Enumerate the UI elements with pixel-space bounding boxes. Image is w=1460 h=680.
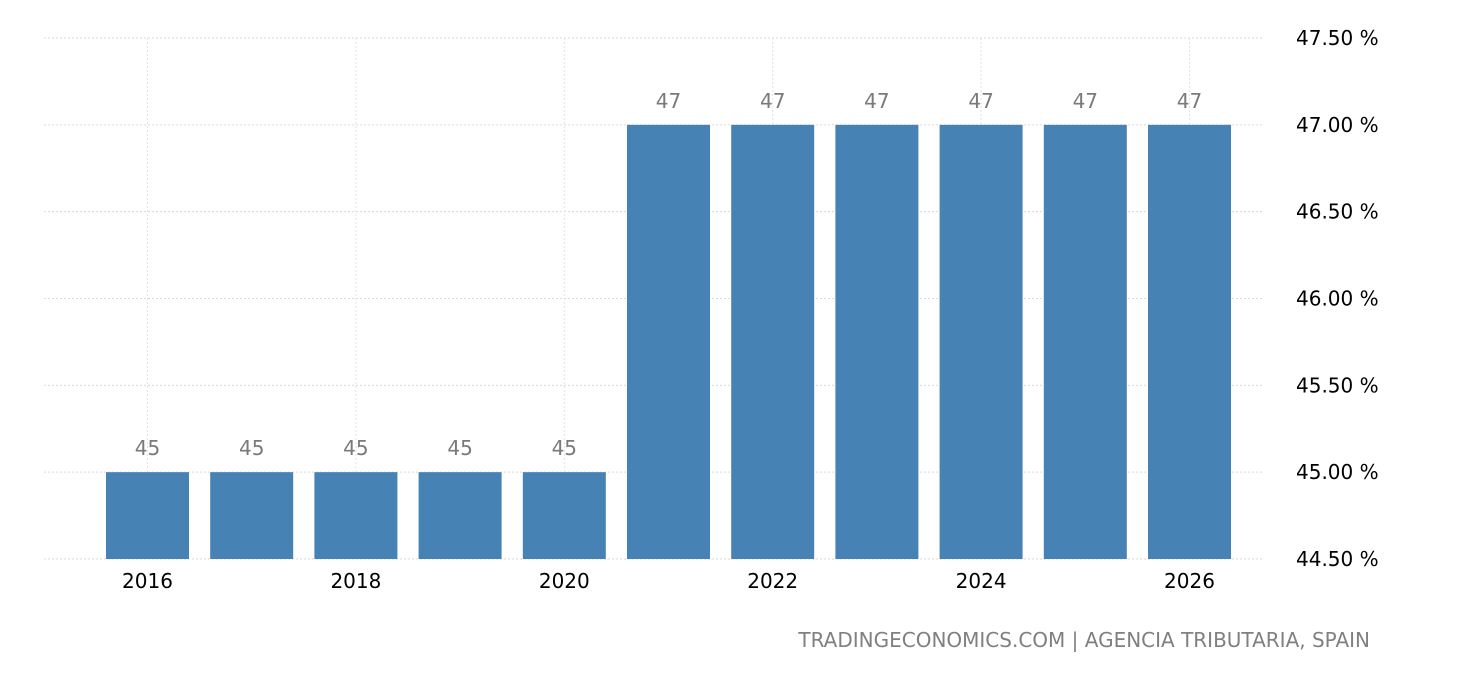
y-tick-label: 47.50 % — [1296, 26, 1379, 50]
data-label: 47 — [1073, 89, 1098, 113]
data-label: 47 — [656, 89, 681, 113]
bar-2024 — [939, 124, 1023, 559]
x-tick-label: 2022 — [747, 569, 798, 593]
x-tick-label: 2018 — [330, 569, 381, 593]
x-axis-ticks: 2016 2018 2020 2022 2024 2026 — [122, 569, 1215, 593]
bar-2026 — [1148, 124, 1231, 559]
y-tick-label: 47.00 % — [1296, 113, 1379, 137]
data-label: 45 — [135, 436, 160, 460]
x-tick-label: 2026 — [1164, 569, 1215, 593]
y-axis-ticks: 44.50 % 45.00 % 45.50 % 46.00 % 46.50 % 47.00… — [1296, 26, 1379, 571]
data-label: 45 — [239, 436, 264, 460]
y-tick-label: 45.00 % — [1296, 460, 1379, 484]
y-tick-label: 46.50 % — [1296, 200, 1379, 224]
data-labels: 45 45 45 45 45 47 47 47 47 47 47 — [135, 89, 1202, 460]
bar-2018 — [314, 472, 398, 559]
bar-2019 — [418, 472, 502, 559]
bar-2022 — [731, 124, 815, 559]
data-label: 47 — [968, 89, 993, 113]
x-tick-label: 2016 — [122, 569, 173, 593]
y-tick-label: 45.50 % — [1296, 373, 1379, 397]
data-label: 45 — [552, 436, 577, 460]
x-tick-label: 2024 — [956, 569, 1007, 593]
data-label: 47 — [864, 89, 889, 113]
bar-2023 — [835, 124, 919, 559]
data-label: 45 — [343, 436, 368, 460]
y-tick-label: 44.50 % — [1296, 547, 1379, 571]
data-label: 45 — [447, 436, 472, 460]
data-label: 47 — [1177, 89, 1202, 113]
y-tick-label: 46.00 % — [1296, 287, 1379, 311]
bar-2020 — [522, 472, 606, 559]
x-tick-label: 2020 — [539, 569, 590, 593]
bar-2021 — [627, 124, 710, 559]
data-label: 47 — [760, 89, 785, 113]
bar-2016 — [106, 472, 189, 559]
source-attribution: TRADINGECONOMICS.COM | AGENCIA TRIBUTARI… — [798, 628, 1370, 652]
bar-2017 — [210, 472, 294, 559]
bars — [106, 124, 1231, 559]
bar-2025 — [1043, 124, 1127, 559]
